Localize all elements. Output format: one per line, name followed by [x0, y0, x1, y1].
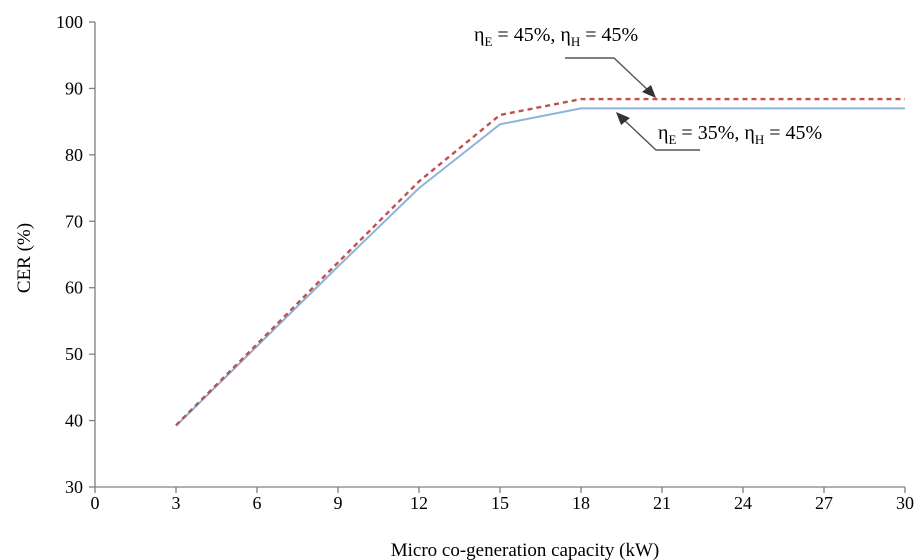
x-tick-label: 12	[410, 493, 428, 513]
y-tick-label: 50	[65, 344, 83, 364]
y-tick-label: 60	[65, 278, 83, 298]
y-tick-label: 30	[65, 477, 83, 497]
x-tick-label: 18	[572, 493, 590, 513]
x-tick-label: 30	[896, 493, 914, 513]
annotation-leader-line-1	[565, 57, 651, 93]
x-tick-label: 6	[253, 493, 262, 513]
y-tick-label: 70	[65, 211, 83, 231]
y-tick-label: 40	[65, 411, 83, 431]
x-tick-label: 21	[653, 493, 671, 513]
x-axis-label: Micro co-generation capacity (kW)	[391, 540, 660, 560]
y-axis-ticks: 30 40 50 60 70 80 90 100	[56, 12, 95, 497]
y-axis-label: CER (%)	[14, 223, 35, 293]
y-tick-label: 100	[56, 12, 83, 32]
x-tick-label: 15	[491, 493, 509, 513]
annotation-arrowhead-2	[616, 112, 630, 125]
annotation-label-1: ηE = 45%, ηH = 45%	[474, 24, 638, 49]
annotation-leader-line-2	[621, 117, 700, 151]
y-tick-label: 80	[65, 145, 83, 165]
series-line-solid	[175, 107, 905, 427]
annotation-arrowhead-1	[642, 85, 656, 98]
annotation-label-2: ηE = 35%, ηH = 45%	[658, 122, 822, 147]
y-tick-label: 90	[65, 78, 83, 98]
series-layer	[175, 97, 905, 427]
x-axis-ticks: 0 3 6 9 12 15 18 21 24 27 30	[91, 487, 914, 513]
x-tick-label: 3	[172, 493, 181, 513]
x-tick-label: 9	[334, 493, 343, 513]
x-tick-label: 0	[91, 493, 100, 513]
x-tick-label: 27	[815, 493, 833, 513]
series-line-dashed	[175, 97, 905, 427]
x-tick-label: 24	[734, 493, 752, 513]
